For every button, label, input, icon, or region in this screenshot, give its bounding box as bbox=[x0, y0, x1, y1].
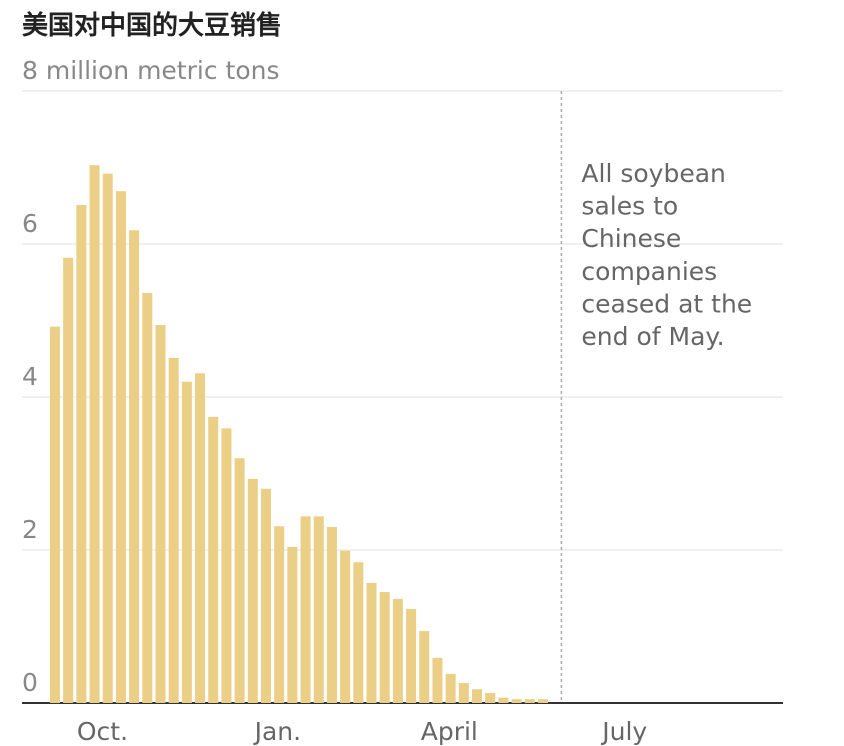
bar bbox=[392, 598, 403, 703]
bar bbox=[379, 592, 390, 703]
annotation-text: end of May. bbox=[581, 322, 724, 351]
bar bbox=[326, 527, 337, 703]
y-tick-label: 0 bbox=[22, 668, 38, 697]
x-tick-label: Oct. bbox=[77, 717, 128, 746]
chart-title: 美国对中国的大豆销售 bbox=[22, 10, 282, 41]
x-tick-label: July bbox=[600, 717, 647, 746]
bar bbox=[511, 699, 522, 703]
bar bbox=[195, 373, 206, 703]
annotation-text: companies bbox=[581, 257, 717, 286]
bar bbox=[432, 657, 443, 703]
bar bbox=[260, 488, 272, 703]
bar bbox=[168, 357, 179, 703]
bar bbox=[498, 697, 509, 703]
annotation-text: sales to bbox=[581, 192, 678, 221]
bar bbox=[142, 292, 153, 703]
bar bbox=[537, 699, 548, 703]
bar bbox=[129, 230, 140, 704]
bar bbox=[274, 526, 285, 703]
bar bbox=[406, 608, 417, 703]
x-tick-label: Jan. bbox=[253, 717, 301, 746]
bar bbox=[234, 458, 245, 703]
x-tick-label: April bbox=[421, 717, 478, 746]
bar bbox=[524, 699, 535, 703]
bar bbox=[300, 516, 311, 703]
bar bbox=[208, 416, 219, 703]
bar bbox=[472, 689, 483, 703]
bar bbox=[313, 516, 324, 703]
bar bbox=[445, 673, 456, 703]
bar bbox=[366, 582, 377, 703]
bar bbox=[287, 546, 298, 703]
annotation-text: All soybean bbox=[581, 159, 725, 188]
y-tick-label: 6 bbox=[22, 209, 38, 238]
bar bbox=[89, 165, 100, 703]
bar bbox=[102, 173, 113, 703]
bar bbox=[155, 325, 166, 703]
bar bbox=[458, 683, 469, 703]
bar bbox=[221, 428, 232, 703]
y-tick-label: 2 bbox=[22, 515, 38, 544]
bar bbox=[353, 562, 364, 703]
bar bbox=[49, 326, 60, 703]
bar bbox=[181, 381, 192, 703]
bar bbox=[76, 204, 87, 704]
bar bbox=[485, 693, 496, 703]
bar bbox=[419, 631, 430, 703]
annotation-text: Chinese bbox=[581, 224, 681, 253]
y-tick-label: 8 million metric tons bbox=[22, 56, 280, 85]
bar bbox=[63, 257, 74, 703]
bar bbox=[340, 550, 351, 703]
bar bbox=[115, 191, 126, 703]
annotation-text: ceased at the bbox=[581, 289, 752, 318]
bar bbox=[247, 478, 258, 703]
y-tick-label: 4 bbox=[22, 362, 38, 391]
